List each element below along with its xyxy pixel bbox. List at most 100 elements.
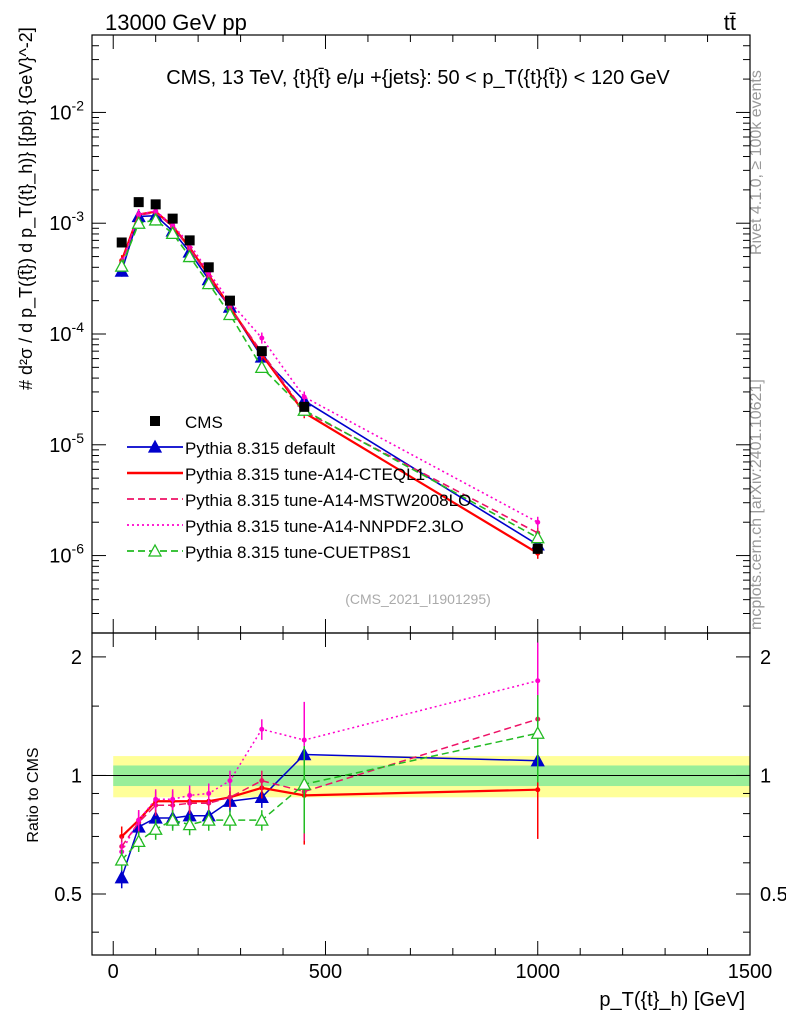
data-marker xyxy=(136,211,142,217)
x-tick-label: 0 xyxy=(108,961,119,983)
data-marker xyxy=(254,359,269,373)
chart-title: CMS, 13 TeV, {t}{t̄} e/μ +{jets}: 50 < p… xyxy=(166,67,670,89)
legend-label: CMS xyxy=(185,413,223,432)
y-tick-label: 2 xyxy=(71,647,82,669)
data-marker xyxy=(301,737,307,743)
data-marker xyxy=(114,852,129,866)
x-tick-label: 500 xyxy=(309,961,342,983)
series-line xyxy=(120,211,539,534)
legend-item: Pythia 8.315 tune-A14-CTEQL1 xyxy=(127,465,425,484)
cms-data-point xyxy=(203,262,214,273)
y-tick-label-right: 1 xyxy=(760,765,771,787)
data-marker xyxy=(147,439,163,453)
ratio-panel: 0.5 0.5 1 1 2 2 0 500 1000 1500 Ratio to CMS p_T… xyxy=(25,632,786,1011)
y-tick-label: 10-6 xyxy=(49,541,84,568)
legend-label: Pythia 8.315 default xyxy=(185,439,336,458)
legend-item: Pythia 8.315 default xyxy=(127,439,336,458)
series-line xyxy=(120,210,539,523)
legend-item: Pythia 8.315 tune-CUETP8S1 xyxy=(127,543,411,562)
x-tick-labels: 0 500 1000 1500 xyxy=(108,961,773,983)
ratio-series-pythia-8-315-tune-cuetp8s1 xyxy=(114,695,545,871)
y-tick-label: 0.5 xyxy=(54,884,82,906)
cms-data-point xyxy=(184,235,195,246)
analysis-watermark: (CMS_2021_I1901295) xyxy=(345,591,491,607)
y-tick-label: 10-3 xyxy=(49,208,84,235)
cms-data-point xyxy=(532,543,543,554)
legend-item: Pythia 8.315 tune-A14-MSTW2008LO xyxy=(127,491,471,510)
ratio-frame xyxy=(91,632,751,956)
data-marker xyxy=(170,796,176,802)
data-marker xyxy=(227,794,233,800)
ratio-line xyxy=(121,732,538,861)
data-marker xyxy=(187,792,193,798)
y-tick-label: 10-2 xyxy=(49,97,84,124)
data-marker xyxy=(165,225,180,240)
x-axis-label: p_T({t}_h) [GeV] xyxy=(599,989,745,1011)
y-tick-label-right: 0.5 xyxy=(760,884,786,906)
data-marker xyxy=(259,726,265,732)
x-tick-label: 1500 xyxy=(728,961,773,983)
data-marker xyxy=(206,790,212,796)
data-marker xyxy=(153,208,159,214)
x-tick-label: 1000 xyxy=(515,961,560,983)
main-panel: 10-6 10-5 10-4 10-3 10-2 CMS, 13 TeV, {t}{t̄… xyxy=(16,27,751,634)
data-marker xyxy=(165,812,180,826)
data-marker xyxy=(148,821,163,835)
series-line xyxy=(120,219,539,539)
data-marker xyxy=(153,796,159,802)
data-marker xyxy=(535,519,541,525)
y-tick-label: 10-4 xyxy=(49,319,84,346)
cms-data-point xyxy=(299,401,310,412)
data-marker xyxy=(259,335,265,341)
cms-data-point xyxy=(116,237,127,248)
data-marker xyxy=(201,276,216,290)
data-marker xyxy=(530,530,545,544)
data-marker xyxy=(170,222,176,228)
data-marker xyxy=(530,725,545,739)
legend-item: Pythia 8.315 tune-A14-NNPDF2.3LO xyxy=(127,517,464,536)
main-series-group xyxy=(114,197,545,559)
data-marker xyxy=(222,307,238,321)
cms-data-point xyxy=(256,346,267,357)
cms-data-point xyxy=(150,199,161,210)
data-marker xyxy=(147,543,163,557)
main-y-axis-label: # d²σ / d p_T({t̄}) d p_T({t}_h)} [{pb} … xyxy=(16,27,37,390)
cms-data-point xyxy=(224,295,235,306)
main-axis-ticks xyxy=(92,34,751,634)
legend-label: Pythia 8.315 tune-A14-NNPDF2.3LO xyxy=(185,517,464,536)
main-y-tick-labels: 10-6 10-5 10-4 10-3 10-2 xyxy=(49,97,84,567)
series-pythia-8-315-tune-a14-mstw2008lo xyxy=(119,207,541,539)
data-marker xyxy=(254,812,269,826)
data-marker xyxy=(148,212,163,226)
ratio-line xyxy=(121,679,538,853)
data-marker xyxy=(227,778,233,784)
cms-data-point xyxy=(167,213,178,224)
energy-label: 13000 GeV pp xyxy=(105,10,247,35)
process-label: tt̄ xyxy=(724,10,736,35)
y-tick-label: 10-5 xyxy=(49,430,84,457)
data-marker xyxy=(201,812,216,826)
data-marker xyxy=(222,812,238,826)
legend-item-cms: CMS xyxy=(150,413,223,432)
series-line xyxy=(120,214,539,546)
y-tick-label-right: 2 xyxy=(760,647,771,669)
data-marker xyxy=(301,394,307,400)
legend-label: Pythia 8.315 tune-A14-MSTW2008LO xyxy=(185,491,471,510)
legend-label: Pythia 8.315 tune-CUETP8S1 xyxy=(185,543,411,562)
cms-data-point xyxy=(133,197,144,208)
legend-swatch xyxy=(150,416,160,426)
series-cms-data xyxy=(116,197,543,554)
ratio-y-axis-label: Ratio to CMS xyxy=(25,747,42,842)
legend: CMS Pythia 8.315 default Pythia 8.315 tune… xyxy=(127,413,471,562)
rivet-version-label: Rivet 4.1.0, ≥ 100k events xyxy=(748,70,765,255)
ratio-series-pythia-8-315-tune-a14-nnpdf2-3lo xyxy=(119,642,541,863)
ratio-series-group xyxy=(114,642,545,889)
y-tick-label: 1 xyxy=(71,765,82,787)
data-marker xyxy=(535,678,541,684)
ratio-y-tick-labels: 0.5 0.5 1 1 2 2 xyxy=(54,647,786,906)
data-marker xyxy=(297,776,312,790)
mcplots-label: mcplots.cern.ch [arXiv:2401.10621] xyxy=(748,379,765,630)
data-marker xyxy=(259,778,265,784)
data-marker xyxy=(136,817,142,823)
